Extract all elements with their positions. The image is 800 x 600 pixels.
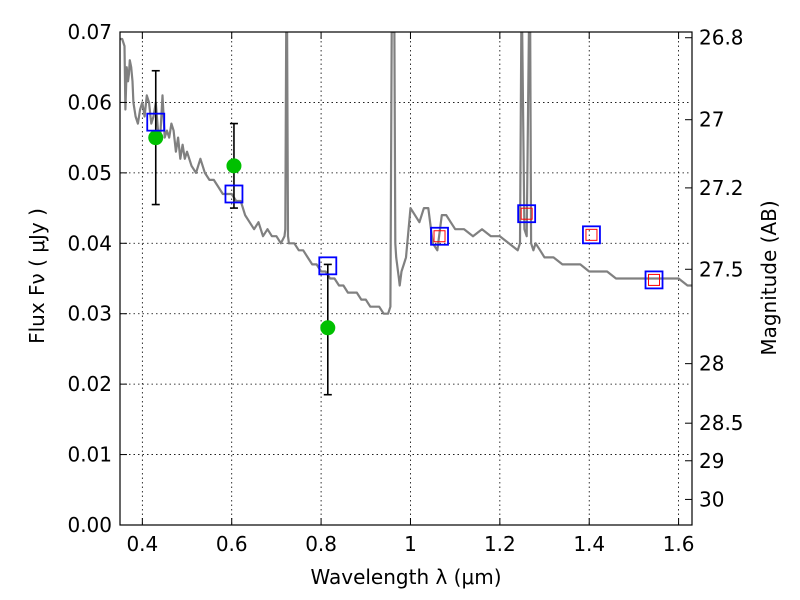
y-tick-label: 0.01 <box>67 443 112 467</box>
model-photometry-inner-square <box>433 230 446 243</box>
x-tick-label: 0.8 <box>305 532 337 556</box>
y2-tick-label: 27.2 <box>699 176 744 200</box>
ticks: 0.4 0.6 0.8 1 1.2 1.4 1.6 0.00 0.01 0.02 0.03 0.04 0… <box>67 20 743 556</box>
plot-frame <box>119 31 693 526</box>
y2-tick-label: 27.5 <box>699 257 744 281</box>
measurement-point <box>148 130 164 146</box>
x-tick-label: 0.6 <box>216 532 248 556</box>
model-photometry-square <box>318 256 338 276</box>
y2-axis-title: Magnitude (AB) <box>757 200 781 355</box>
measurement-point <box>226 158 242 174</box>
measurement-point <box>320 320 336 336</box>
x-tick-label: 1.2 <box>484 532 516 556</box>
y-axis-title: Flux Fν ( μJy ) <box>25 208 49 344</box>
y2-tick-label: 29 <box>699 449 724 473</box>
x-tick-label: 1.6 <box>663 532 695 556</box>
model-photometry-square <box>582 225 601 245</box>
y-tick-label: 0.03 <box>67 302 112 326</box>
model-photometry-square <box>146 112 166 132</box>
grid <box>120 32 692 525</box>
y-tick-label: 0.02 <box>67 372 112 396</box>
spectrum-line <box>120 32 692 315</box>
y2-tick-label: 28 <box>699 352 724 376</box>
markers <box>146 69 664 396</box>
model-photometry-inner-square <box>648 273 661 286</box>
x-tick-label: 1 <box>404 532 417 556</box>
model-photometry-inner-square <box>520 207 533 220</box>
y-tick-label: 0.06 <box>67 90 112 114</box>
model-photometry-square <box>644 270 664 290</box>
y-tick-label: 0.05 <box>67 161 112 185</box>
y-tick-label: 0.04 <box>67 231 112 255</box>
x-axis-title: Wavelength λ (μm) <box>310 565 501 589</box>
model-photometry-square <box>517 204 537 224</box>
y2-tick-label: 26.8 <box>699 26 744 50</box>
y2-tick-label: 30 <box>699 487 724 511</box>
y-tick-label: 0.00 <box>67 513 112 537</box>
model-photometry-square <box>224 184 244 204</box>
model-photometry-inner-square <box>585 228 598 241</box>
x-tick-label: 0.4 <box>126 532 158 556</box>
model-spectrum <box>120 32 692 315</box>
y2-tick-label: 28.5 <box>699 411 744 435</box>
model-photometry-square <box>430 226 449 246</box>
x-tick-label: 1.4 <box>573 532 605 556</box>
y-tick-label: 0.07 <box>67 20 112 44</box>
y2-tick-label: 27 <box>699 108 724 132</box>
